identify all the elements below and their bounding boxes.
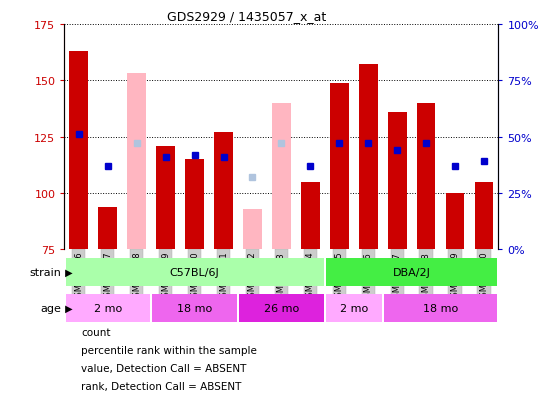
Text: rank, Detection Call = ABSENT: rank, Detection Call = ABSENT bbox=[81, 381, 241, 391]
Text: 2 mo: 2 mo bbox=[94, 303, 122, 313]
Text: DBA/2J: DBA/2J bbox=[393, 267, 431, 277]
Bar bbox=[474, 183, 493, 250]
Bar bbox=[301, 183, 320, 250]
Bar bbox=[388, 113, 407, 250]
Text: C57BL/6J: C57BL/6J bbox=[170, 267, 220, 277]
Bar bbox=[330, 83, 349, 250]
Bar bbox=[272, 104, 291, 250]
Bar bbox=[156, 146, 175, 250]
Text: 26 mo: 26 mo bbox=[264, 303, 299, 313]
Bar bbox=[185, 160, 204, 250]
Bar bbox=[99, 207, 117, 250]
Bar bbox=[243, 209, 262, 250]
Text: ▶: ▶ bbox=[62, 303, 73, 313]
Bar bbox=[417, 104, 436, 250]
Bar bbox=[69, 52, 88, 250]
Bar bbox=[152, 294, 237, 322]
Bar bbox=[359, 65, 377, 250]
Bar bbox=[66, 259, 324, 286]
Text: strain: strain bbox=[30, 267, 62, 277]
Bar bbox=[446, 194, 464, 250]
Bar bbox=[214, 133, 233, 250]
Text: count: count bbox=[81, 328, 111, 337]
Text: GDS2929 / 1435057_x_at: GDS2929 / 1435057_x_at bbox=[167, 10, 326, 23]
Text: 18 mo: 18 mo bbox=[177, 303, 212, 313]
Bar bbox=[384, 294, 497, 322]
Bar bbox=[127, 74, 146, 250]
Text: 2 mo: 2 mo bbox=[339, 303, 368, 313]
Text: percentile rank within the sample: percentile rank within the sample bbox=[81, 345, 257, 355]
Text: age: age bbox=[41, 303, 62, 313]
Text: value, Detection Call = ABSENT: value, Detection Call = ABSENT bbox=[81, 363, 246, 373]
Text: 18 mo: 18 mo bbox=[423, 303, 458, 313]
Bar bbox=[239, 294, 324, 322]
Bar bbox=[66, 294, 150, 322]
Text: ▶: ▶ bbox=[62, 267, 73, 277]
Bar bbox=[326, 294, 381, 322]
Bar bbox=[326, 259, 497, 286]
